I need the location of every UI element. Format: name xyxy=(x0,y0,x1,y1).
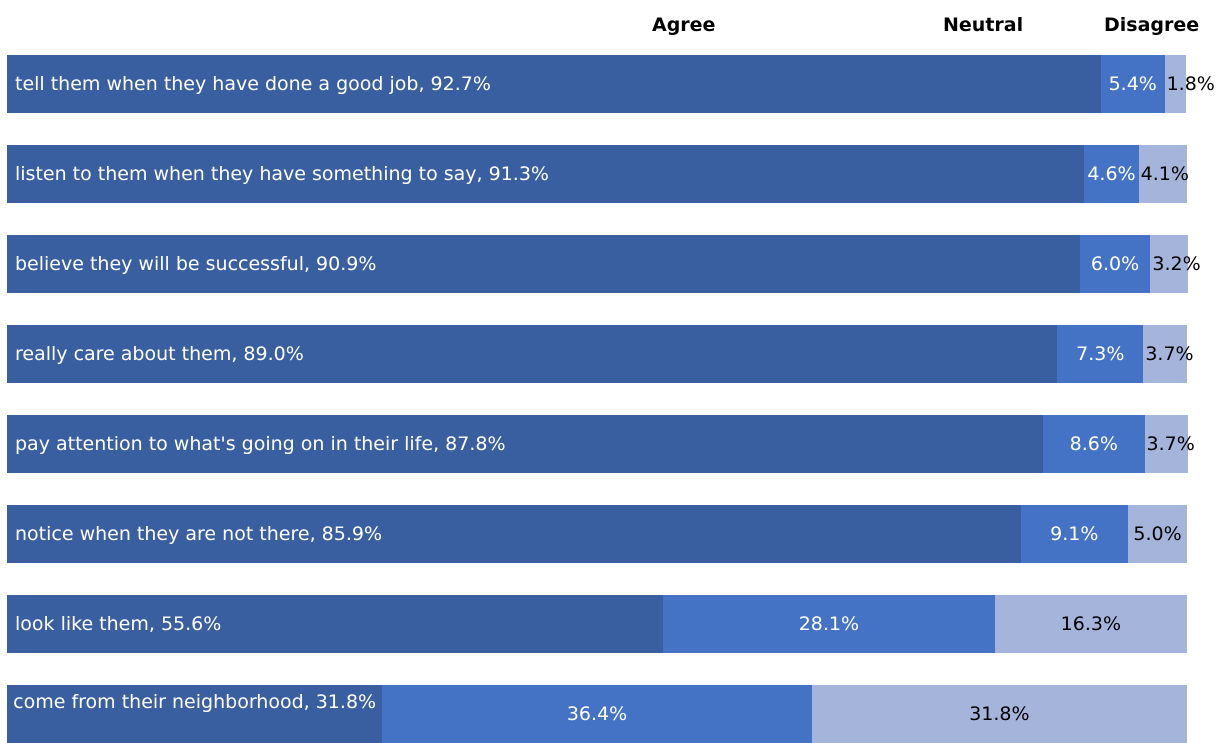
bar-row: listen to them when they have something … xyxy=(7,145,1189,203)
bar-row: tell them when they have done a good job… xyxy=(7,55,1215,113)
data-label-agree: come from their neighborhood, 31.8% xyxy=(13,691,377,713)
data-label-agree: tell them when they have done a good job… xyxy=(15,73,491,95)
bar-segment-agree xyxy=(7,595,664,653)
data-label-agree: look like them, 55.6% xyxy=(15,613,222,635)
bar-segment-disagree xyxy=(1164,55,1186,113)
bar-segment-agree xyxy=(7,685,383,743)
bar-segment-disagree xyxy=(1144,415,1189,473)
data-label-neutral: 9.1% xyxy=(1050,523,1099,545)
data-label-agree: listen to them when they have something … xyxy=(15,163,549,185)
legend-neutral: Neutral xyxy=(943,14,1024,36)
data-label-agree: pay attention to what's going on in thei… xyxy=(15,433,506,455)
legend-disagree: Disagree xyxy=(1104,14,1200,36)
bar-segment-neutral xyxy=(1100,55,1165,113)
bar-segment-disagree xyxy=(1150,235,1189,293)
data-label-neutral: 8.6% xyxy=(1069,433,1118,455)
data-label-agree: believe they will be successful, 90.9% xyxy=(15,253,377,275)
data-label-disagree: 16.3% xyxy=(1060,613,1121,635)
bar-segment-neutral xyxy=(663,595,995,653)
data-label-agree: notice when they are not there, 85.9% xyxy=(15,523,383,545)
bar-segment-disagree xyxy=(1128,505,1187,563)
bar-row: pay attention to what's going on in thei… xyxy=(7,415,1195,473)
data-label-disagree: 5.0% xyxy=(1133,523,1182,545)
bar-segment-disagree xyxy=(1143,325,1187,383)
bar-segment-neutral xyxy=(1084,145,1139,203)
bar-segment-agree xyxy=(7,235,1080,293)
bar-segment-neutral xyxy=(1057,325,1144,383)
bar-row: believe they will be successful, 90.9% 6.… xyxy=(7,235,1201,293)
bar-row: look like them, 55.6% 28.1% 16.3% xyxy=(7,595,1187,653)
bar-segment-agree xyxy=(7,415,1044,473)
data-label-neutral: 5.4% xyxy=(1108,73,1157,95)
bar-row: notice when they are not there, 85.9% 9.1… xyxy=(7,505,1187,563)
data-label-neutral: 6.0% xyxy=(1090,253,1140,275)
bar-segment-disagree xyxy=(1138,145,1187,203)
data-label-neutral: 7.3% xyxy=(1076,343,1125,365)
bar-segment-neutral xyxy=(1043,415,1145,473)
bar-segment-agree xyxy=(7,145,1085,203)
bar-segment-neutral xyxy=(1079,235,1151,293)
bar-segment-agree xyxy=(7,55,1101,113)
bar-segment-agree xyxy=(7,505,1021,563)
legend-agree: Agree xyxy=(652,14,716,36)
data-label-neutral: 4.6% xyxy=(1087,163,1136,185)
data-label-disagree: 3.7% xyxy=(1146,433,1195,455)
data-label-disagree: 1.8% xyxy=(1166,73,1215,95)
bar-segment-neutral xyxy=(1020,505,1128,563)
bar-row: come from their neighborhood, 31.8% 36.4%… xyxy=(7,685,1187,743)
data-label-disagree: 3.2% xyxy=(1152,253,1201,275)
bar-row: really care about them, 89.0% 7.3% 3.7% xyxy=(7,325,1194,383)
data-label-disagree: 3.7% xyxy=(1145,343,1194,365)
data-label-agree: really care about them, 89.0% xyxy=(15,343,304,365)
bar-segment-disagree xyxy=(811,685,1187,743)
bar-segment-agree xyxy=(7,325,1058,383)
bar-segment-neutral xyxy=(382,685,812,743)
data-label-neutral: 28.1% xyxy=(798,613,860,635)
bar-segment-disagree xyxy=(994,595,1187,653)
data-label-disagree: 4.1% xyxy=(1140,163,1189,185)
data-label-neutral: 36.4% xyxy=(566,703,628,725)
data-label-disagree: 31.8% xyxy=(969,703,1030,725)
